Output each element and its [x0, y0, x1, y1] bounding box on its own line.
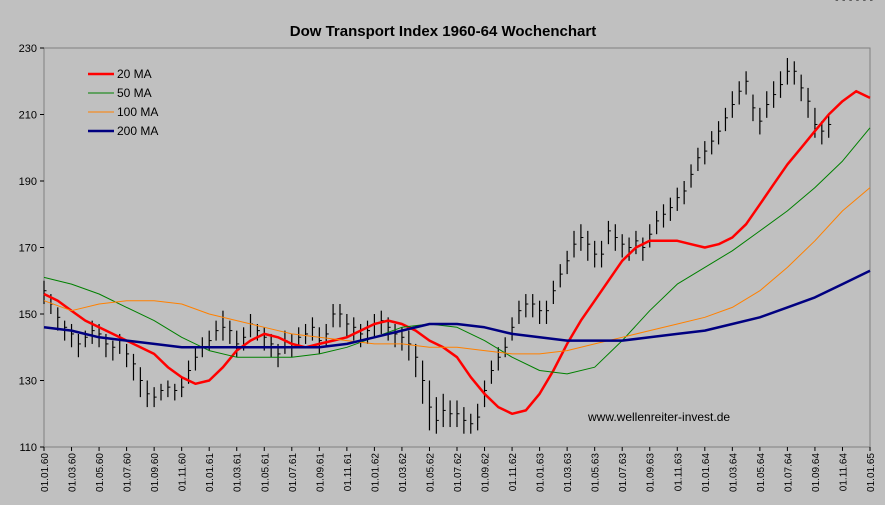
y-tick-label: 190 — [19, 176, 37, 188]
y-tick-label: 150 — [19, 309, 37, 321]
x-tick-label: 01.01.65 — [866, 453, 877, 492]
x-tick-label: 01.05.64 — [756, 453, 767, 492]
x-tick-label: 01.01.61 — [205, 453, 216, 492]
y-tick-label: 230 — [19, 43, 37, 55]
legend-label: 100 MA — [117, 105, 158, 119]
series-line-50-ma — [43, 127, 871, 375]
x-tick-label: 01.09.63 — [646, 453, 657, 492]
legend: 20 MA 50 MA 100 MA 200 MA — [88, 67, 158, 138]
x-tick-label: 01.03.60 — [68, 453, 79, 492]
x-tick-label: 01.07.63 — [618, 453, 629, 492]
x-tick-label: 01.09.64 — [811, 453, 822, 492]
x-tick-label: 01.11.60 — [178, 453, 189, 492]
y-tick-label: 130 — [19, 376, 37, 388]
x-axis: 01.01.60 01.03.60 01.05.60 01.07.60 01.09.60… — [40, 447, 877, 492]
y-axis: 110 130 150 170 190 210 230 — [19, 43, 44, 454]
x-tick-label: 01.09.62 — [481, 453, 492, 492]
y-tick-label: 210 — [19, 110, 37, 122]
x-tick-label: 01.03.63 — [563, 453, 574, 492]
legend-label: 50 MA — [117, 86, 152, 100]
x-tick-label: 01.05.61 — [260, 453, 271, 492]
x-tick-label: 01.07.64 — [783, 453, 794, 492]
x-tick-label: 01.11.63 — [673, 453, 684, 492]
moving-average-lines — [43, 89, 871, 416]
x-tick-label: 01.07.62 — [453, 453, 464, 492]
x-tick-label: 01.11.62 — [508, 453, 519, 492]
y-tick-label: 110 — [19, 442, 37, 454]
x-tick-label: 01.01.63 — [536, 453, 547, 492]
chart-title: Dow Transport Index 1960-64 Wochenchart — [290, 23, 596, 40]
x-tick-label: 01.03.64 — [728, 453, 739, 492]
legend-label: 200 MA — [117, 124, 158, 138]
x-tick-label: 01.05.60 — [95, 453, 106, 492]
x-tick-label: 01.03.61 — [233, 453, 244, 492]
x-tick-label: 01.01.64 — [701, 453, 712, 492]
x-tick-label: 01.11.64 — [838, 453, 849, 492]
x-tick-label: 01.07.61 — [288, 453, 299, 492]
series-line-100-ma — [43, 187, 871, 355]
x-tick-label: 01.09.60 — [150, 453, 161, 492]
x-tick-label: 01.01.60 — [40, 453, 51, 492]
x-tick-label: 01.03.62 — [398, 453, 409, 492]
x-tick-label: 01.05.62 — [425, 453, 436, 492]
x-tick-label: 01.07.60 — [123, 453, 134, 492]
watermark-annotation: www.wellenreiter-invest.de — [587, 410, 730, 424]
price-bars — [43, 0, 873, 434]
series-line-20-ma — [43, 89, 871, 416]
x-tick-label: 01.11.61 — [343, 453, 354, 492]
y-tick-label: 170 — [19, 243, 37, 255]
series-line-200-ma — [43, 269, 871, 349]
x-tick-label: 01.01.62 — [370, 453, 381, 492]
legend-label: 20 MA — [117, 67, 152, 81]
x-tick-label: 01.09.61 — [315, 453, 326, 492]
x-tick-label: 01.05.63 — [591, 453, 602, 492]
